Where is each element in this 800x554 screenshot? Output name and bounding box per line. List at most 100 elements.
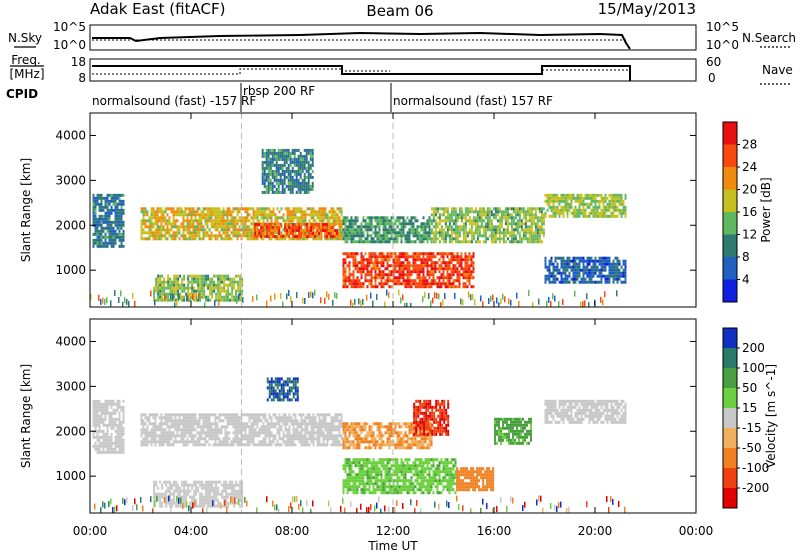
- echo-cell: [454, 222, 457, 226]
- echo-cell: [106, 196, 109, 200]
- echo-cell: [220, 237, 223, 241]
- echo-cell: [564, 271, 567, 275]
- echo-cell: [163, 286, 166, 290]
- echo-cell: [250, 440, 253, 444]
- echo-cell: [210, 234, 213, 238]
- echo-cell: [156, 425, 159, 429]
- echo-cell: [354, 279, 357, 283]
- echo-cell: [406, 261, 409, 265]
- echo-cell: [254, 235, 257, 239]
- echo-cell: [194, 434, 197, 438]
- echo-cell: [271, 148, 274, 152]
- echo-cell: [478, 210, 481, 214]
- echo-cell: [106, 438, 109, 442]
- echo-cell: [277, 163, 280, 167]
- echo-cell: [400, 264, 403, 268]
- echo-cell: [514, 234, 517, 238]
- echo-cell: [270, 234, 273, 238]
- echo-cell: [526, 228, 529, 232]
- echo-cell: [120, 202, 123, 206]
- echo-cell: [534, 225, 537, 229]
- echo-cell: [265, 175, 268, 179]
- echo-cell: [396, 270, 399, 274]
- echo-cell: [194, 413, 197, 417]
- echo-cell: [606, 202, 609, 206]
- echo-cell: [104, 199, 107, 203]
- echo-cell: [122, 444, 125, 448]
- echo-cell: [400, 237, 403, 241]
- echo-cell: [354, 219, 357, 223]
- echo-cell: [388, 258, 391, 262]
- echo-cell: [358, 237, 361, 241]
- echo-cell: [104, 298, 106, 305]
- echo-cell: [261, 181, 264, 185]
- echo-cell: [602, 262, 605, 266]
- echo-cell: [348, 270, 351, 274]
- echo-cell: [262, 422, 265, 426]
- echo-cell: [175, 292, 178, 296]
- echo-cell: [187, 292, 190, 296]
- echo-cell: [620, 271, 623, 275]
- echo-cell: [195, 277, 198, 281]
- echo-cell: [432, 261, 435, 265]
- echo-cell: [390, 252, 393, 256]
- echo-cell: [564, 265, 567, 269]
- echo-cell: [98, 438, 101, 442]
- echo-cell: [578, 259, 581, 263]
- echo-cell: [146, 237, 149, 241]
- echo-cell: [280, 425, 283, 429]
- echo-cell: [171, 286, 174, 290]
- echo-cell: [104, 441, 107, 445]
- echo-cell: [334, 210, 337, 214]
- echo-cell: [520, 225, 523, 229]
- echo-cell: [394, 231, 397, 235]
- echo-cell: [426, 279, 429, 283]
- echo-cell: [472, 210, 475, 214]
- echo-cell: [165, 295, 168, 299]
- echo-cell: [271, 154, 274, 158]
- echo-cell: [368, 264, 371, 268]
- echo-cell: [398, 279, 401, 283]
- echo-cell: [594, 211, 597, 215]
- echo-cell: [450, 270, 453, 274]
- echo-cell: [366, 258, 369, 262]
- echo-cell: [612, 268, 615, 272]
- echo-cell: [344, 219, 347, 223]
- echo-cell: [260, 210, 263, 214]
- echo-cell: [231, 298, 234, 302]
- echo-cell: [150, 231, 153, 235]
- echo-cell: [108, 399, 111, 403]
- echo-cell: [316, 210, 319, 214]
- echo-cell: [598, 199, 601, 203]
- echo-cell: [492, 213, 495, 217]
- echo-cell: [616, 290, 618, 297]
- echo-cell: [278, 422, 281, 426]
- echo-cell: [262, 425, 265, 429]
- echo-cell: [260, 232, 263, 236]
- echo-cell: [94, 441, 97, 445]
- echo-cell: [474, 231, 477, 235]
- echo-cell: [108, 444, 111, 448]
- echo-cell: [356, 282, 359, 286]
- echo-cell: [284, 223, 287, 227]
- echo-cell: [174, 437, 177, 441]
- echo-cell: [482, 240, 485, 244]
- echo-cell: [271, 187, 274, 191]
- echo-cell: [217, 295, 220, 299]
- echo-cell: [110, 402, 113, 406]
- echo-cell: [112, 447, 115, 451]
- echo-cell: [184, 210, 187, 214]
- echo-cell: [404, 234, 407, 238]
- echo-cell: [420, 282, 423, 286]
- echo-cell: [440, 264, 443, 268]
- echo-cell: [266, 431, 269, 435]
- echo-cell: [572, 271, 575, 275]
- echo-cell: [510, 237, 513, 241]
- echo-cell: [546, 193, 549, 197]
- echo-cell: [163, 283, 166, 287]
- echo-cell: [183, 286, 186, 290]
- echo-cell: [228, 213, 231, 217]
- echo-cell: [446, 228, 449, 232]
- echo-cell: [239, 280, 242, 284]
- echo-cell: [265, 154, 268, 158]
